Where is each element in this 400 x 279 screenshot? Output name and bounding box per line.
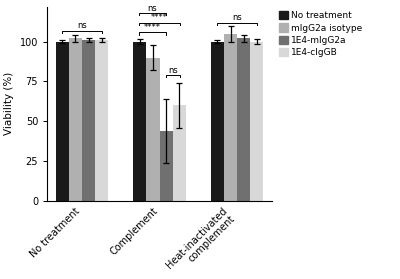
Bar: [69, 39, 82, 201]
Bar: [173, 105, 186, 201]
Text: ns: ns: [77, 21, 87, 30]
Bar: [237, 39, 250, 201]
Text: ns: ns: [148, 4, 158, 13]
Bar: [224, 34, 237, 201]
Y-axis label: Viability (%): Viability (%): [4, 72, 14, 135]
Bar: [82, 40, 95, 201]
Bar: [146, 57, 160, 201]
Text: ****: ****: [151, 13, 168, 22]
Text: ns: ns: [232, 13, 242, 22]
Bar: [160, 131, 173, 201]
Text: ****: ****: [144, 23, 161, 32]
Bar: [56, 42, 69, 201]
Bar: [95, 40, 108, 201]
Bar: [250, 42, 264, 201]
Bar: [211, 42, 224, 201]
Legend: No treatment, mIgG2a isotype, 1E4-mIgG2a, 1E4-cIgGB: No treatment, mIgG2a isotype, 1E4-mIgG2a…: [279, 11, 363, 57]
Text: ns: ns: [168, 66, 178, 74]
Bar: [133, 42, 146, 201]
